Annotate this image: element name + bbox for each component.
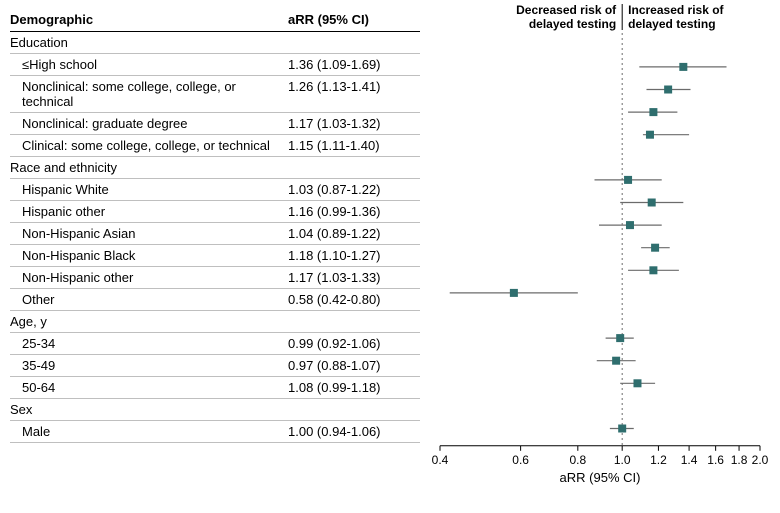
data-row: ≤High school1.36 (1.09-1.69) xyxy=(10,54,420,76)
point-marker xyxy=(665,86,672,93)
point-marker xyxy=(650,267,657,274)
data-row: Non-Hispanic other1.17 (1.03-1.33) xyxy=(10,267,420,289)
header-demographic: Demographic xyxy=(10,12,288,27)
row-label: Non-Hispanic Asian xyxy=(10,226,288,241)
data-row: Non-Hispanic Black1.18 (1.10-1.27) xyxy=(10,245,420,267)
risk-left-1: Decreased risk of xyxy=(516,3,617,17)
row-label: Non-Hispanic other xyxy=(10,270,288,285)
point-marker xyxy=(617,335,624,342)
group-row: Race and ethnicity xyxy=(10,157,420,179)
row-arr: 0.58 (0.42-0.80) xyxy=(288,292,418,307)
row-arr: 1.00 (0.94-1.06) xyxy=(288,424,418,439)
row-label: Clinical: some college, college, or tech… xyxy=(10,138,288,153)
data-row: Other0.58 (0.42-0.80) xyxy=(10,289,420,311)
row-label: Male xyxy=(10,424,288,439)
point-marker xyxy=(626,222,633,229)
point-marker xyxy=(634,380,641,387)
x-tick-label: 1.0 xyxy=(614,453,631,467)
table-header: Demographic aRR (95% CI) xyxy=(10,10,420,32)
row-label: Hispanic other xyxy=(10,204,288,219)
x-tick-label: 1.4 xyxy=(681,453,698,467)
header-arr: aRR (95% CI) xyxy=(288,12,418,27)
row-arr: 1.03 (0.87-1.22) xyxy=(288,182,418,197)
row-arr: 1.36 (1.09-1.69) xyxy=(288,57,418,72)
x-tick-label: 1.6 xyxy=(707,453,724,467)
point-marker xyxy=(652,244,659,251)
row-arr: 0.97 (0.88-1.07) xyxy=(288,358,418,373)
point-marker xyxy=(613,357,620,364)
forest-plot-svg: Decreased risk ofdelayed testingIncrease… xyxy=(430,0,770,513)
risk-right-2: delayed testing xyxy=(628,17,715,31)
data-row: Male1.00 (0.94-1.06) xyxy=(10,421,420,443)
point-marker xyxy=(648,199,655,206)
row-arr: 1.26 (1.13-1.41) xyxy=(288,79,418,109)
point-marker xyxy=(646,131,653,138)
row-label: Other xyxy=(10,292,288,307)
row-arr: 1.04 (0.89-1.22) xyxy=(288,226,418,241)
row-arr: 0.99 (0.92-1.06) xyxy=(288,336,418,351)
x-tick-label: 0.8 xyxy=(569,453,586,467)
row-label: Hispanic White xyxy=(10,182,288,197)
table-area: Demographic aRR (95% CI) Education≤High … xyxy=(10,10,420,443)
row-arr: 1.18 (1.10-1.27) xyxy=(288,248,418,263)
risk-right-1: Increased risk of xyxy=(628,3,724,17)
row-arr: 1.16 (0.99-1.36) xyxy=(288,204,418,219)
data-row: 50-641.08 (0.99-1.18) xyxy=(10,377,420,399)
data-row: Clinical: some college, college, or tech… xyxy=(10,135,420,157)
data-row: Nonclinical: graduate degree1.17 (1.03-1… xyxy=(10,113,420,135)
point-marker xyxy=(510,289,517,296)
row-arr: 1.15 (1.11-1.40) xyxy=(288,138,418,153)
point-marker xyxy=(619,425,626,432)
data-row: 25-340.99 (0.92-1.06) xyxy=(10,333,420,355)
row-arr: 1.17 (1.03-1.33) xyxy=(288,270,418,285)
table-body: Education≤High school1.36 (1.09-1.69)Non… xyxy=(10,32,420,443)
data-row: 35-490.97 (0.88-1.07) xyxy=(10,355,420,377)
point-marker xyxy=(680,63,687,70)
row-label: 25-34 xyxy=(10,336,288,351)
group-row: Education xyxy=(10,32,420,54)
x-tick-label: 1.8 xyxy=(731,453,748,467)
row-arr: 1.08 (0.99-1.18) xyxy=(288,380,418,395)
data-row: Hispanic White1.03 (0.87-1.22) xyxy=(10,179,420,201)
group-row: Age, y xyxy=(10,311,420,333)
x-tick-label: 2.0 xyxy=(752,453,769,467)
plot-area: Decreased risk ofdelayed testingIncrease… xyxy=(430,0,770,513)
row-arr: 1.17 (1.03-1.32) xyxy=(288,116,418,131)
risk-left-2: delayed testing xyxy=(529,17,616,31)
row-label: 50-64 xyxy=(10,380,288,395)
point-marker xyxy=(625,176,632,183)
forest-plot-container: Demographic aRR (95% CI) Education≤High … xyxy=(0,0,780,513)
x-tick-label: 0.6 xyxy=(512,453,529,467)
point-marker xyxy=(650,109,657,116)
row-label: ≤High school xyxy=(10,57,288,72)
data-row: Nonclinical: some college, college, or t… xyxy=(10,76,420,113)
row-label: Non-Hispanic Black xyxy=(10,248,288,263)
data-row: Non-Hispanic Asian1.04 (0.89-1.22) xyxy=(10,223,420,245)
group-row: Sex xyxy=(10,399,420,421)
row-label: Nonclinical: graduate degree xyxy=(10,116,288,131)
x-tick-label: 1.2 xyxy=(650,453,667,467)
data-row: Hispanic other1.16 (0.99-1.36) xyxy=(10,201,420,223)
row-label: Nonclinical: some college, college, or t… xyxy=(10,79,288,109)
x-axis-title: aRR (95% CI) xyxy=(560,470,641,485)
row-label: 35-49 xyxy=(10,358,288,373)
x-tick-label: 0.4 xyxy=(432,453,449,467)
